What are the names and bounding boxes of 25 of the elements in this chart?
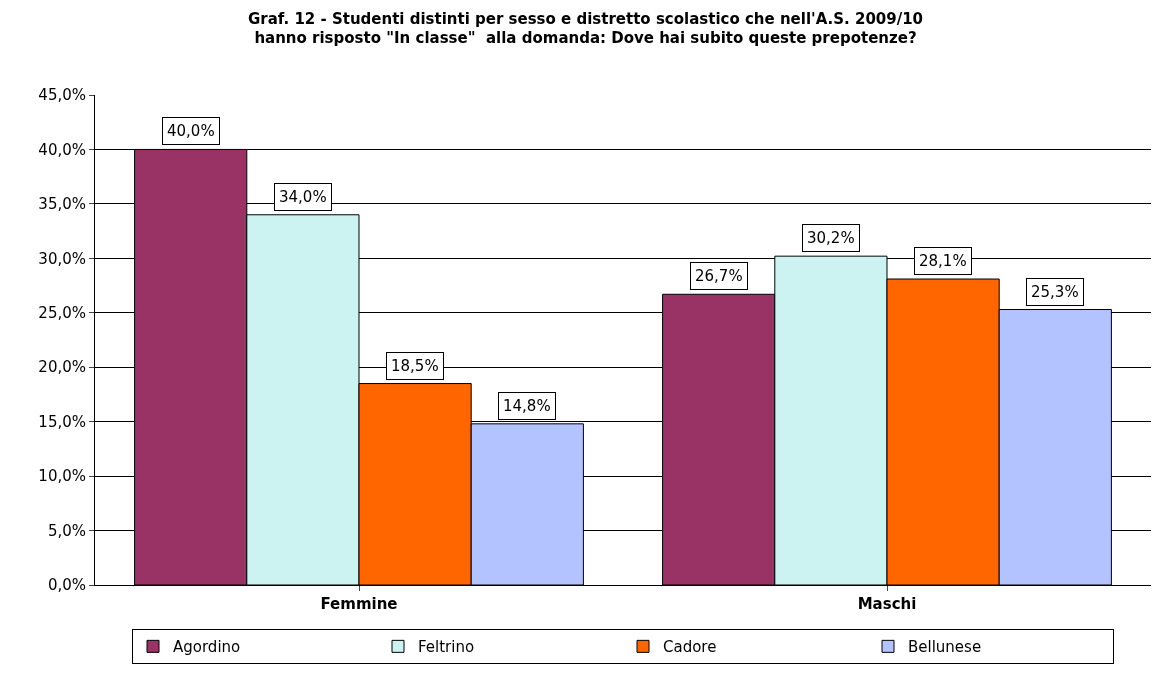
y-tick-label: 25,0% <box>38 304 86 323</box>
data-label: 40,0% <box>167 122 215 140</box>
y-tick-label: 5,0% <box>47 521 86 540</box>
y-tick-label: 0,0% <box>47 576 86 595</box>
y-tick-label: 20,0% <box>38 358 86 377</box>
data-label: 14,8% <box>503 397 551 415</box>
data-label: 34,0% <box>279 188 327 206</box>
data-label: 18,5% <box>391 357 439 375</box>
y-tick-label: 30,0% <box>38 249 86 268</box>
x-tick-label: Maschi <box>857 595 917 613</box>
legend-label: Bellunese <box>908 638 982 657</box>
data-label: 30,2% <box>807 229 855 247</box>
chart-title: Graf. 12 - Studenti distinti per sesso e distretto scolastico che nell'A.S. 2009/10 hanno risposto "In classe" alla domanda: Dove hai subito queste prepotenze? <box>247 9 924 48</box>
legend-label: Cadore <box>663 638 717 657</box>
y-tick-label: 35,0% <box>38 195 86 214</box>
y-tick-label: 40,0% <box>38 140 86 159</box>
legend-label: Agordino <box>173 638 241 657</box>
y-tick-label: 45,0% <box>38 86 86 105</box>
x-tick-label: Femmine <box>320 595 398 613</box>
data-label: 25,3% <box>1031 283 1079 301</box>
data-label: 28,1% <box>919 252 967 270</box>
legend-label: Feltrino <box>418 638 475 657</box>
y-tick-label: 10,0% <box>38 467 86 486</box>
data-label: 26,7% <box>695 267 743 285</box>
y-tick-label: 15,0% <box>38 412 86 431</box>
